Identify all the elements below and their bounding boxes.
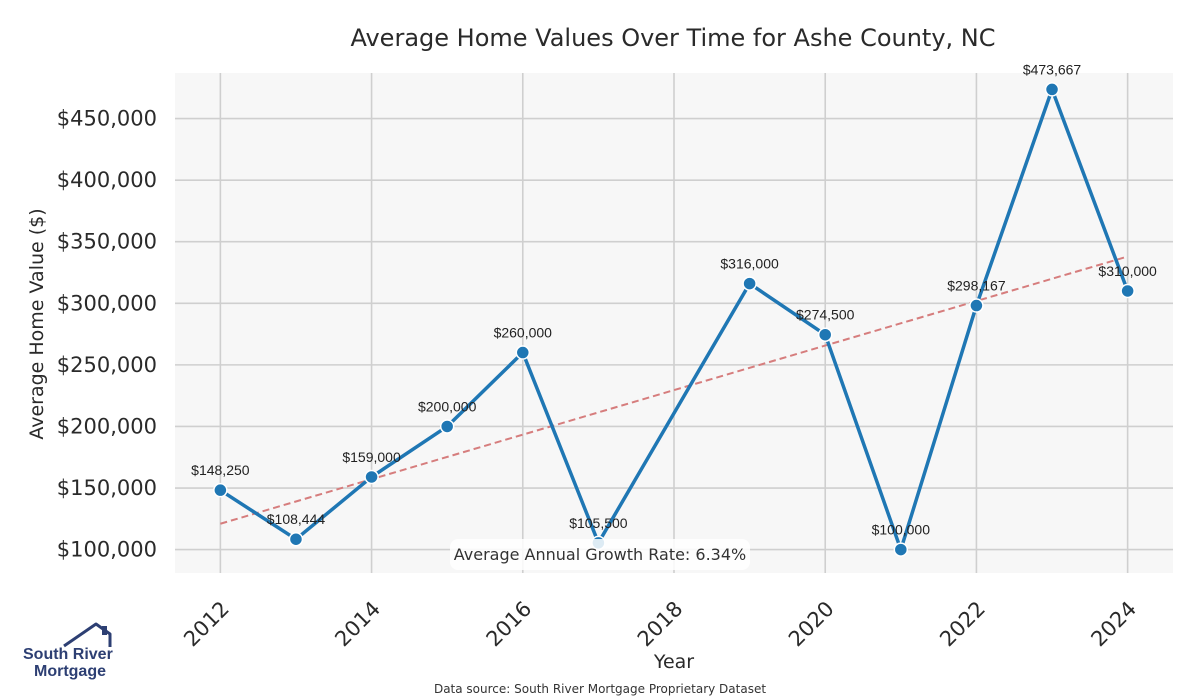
data-point bbox=[213, 482, 228, 498]
x-tick-label: 2022 bbox=[935, 597, 990, 652]
x-tick-label: 2012 bbox=[179, 597, 234, 652]
data-point bbox=[742, 276, 757, 291]
y-axis-label: Average Home Value ($) bbox=[26, 208, 48, 439]
data-label: $200,000 bbox=[418, 398, 477, 414]
x-axis-ticks: 2012 2014 2016 2018 2020 2022 2024 bbox=[179, 597, 1141, 652]
data-point bbox=[1044, 82, 1060, 97]
data-point bbox=[969, 298, 984, 313]
data-label: $148,250 bbox=[191, 462, 250, 478]
data-point bbox=[817, 327, 833, 342]
y-tick-label: $150,000 bbox=[57, 476, 157, 500]
grid bbox=[175, 73, 1173, 573]
data-label: $260,000 bbox=[494, 325, 553, 341]
x-tick-label: 2016 bbox=[482, 597, 537, 652]
data-source: Data source: South River Mortgage Propri… bbox=[434, 682, 766, 696]
data-label: $159,000 bbox=[342, 449, 401, 465]
series-line bbox=[219, 87, 1130, 552]
x-axis-label: Year bbox=[653, 651, 694, 673]
y-tick-label: $300,000 bbox=[57, 291, 157, 315]
data-label: $310,000 bbox=[1098, 263, 1157, 279]
x-tick-label: 2014 bbox=[330, 597, 385, 652]
chart-title: Average Home Values Over Time for Ashe C… bbox=[350, 24, 995, 52]
data-label: $100,000 bbox=[872, 522, 931, 538]
x-tick-label: 2020 bbox=[784, 597, 839, 652]
y-tick-label: $200,000 bbox=[57, 414, 157, 438]
y-tick-label: $100,000 bbox=[57, 538, 157, 562]
data-point bbox=[288, 531, 304, 547]
y-axis-ticks: $100,000 $150,000 $200,000 $250,000 $300,000… bbox=[57, 107, 157, 562]
data-label: $298,167 bbox=[947, 278, 1006, 294]
data-label: $473,667 bbox=[1023, 61, 1082, 77]
data-labels: $148,250 $108,444 $159,000 $200,000 $260,000… bbox=[191, 61, 1157, 537]
data-point bbox=[515, 345, 531, 360]
x-tick-label: 2018 bbox=[633, 597, 688, 652]
logo-text-line2: Mortgage bbox=[34, 663, 106, 680]
data-point bbox=[364, 469, 379, 485]
series-polyline bbox=[219, 87, 1130, 552]
data-point bbox=[439, 419, 455, 434]
y-tick-label: $250,000 bbox=[57, 353, 157, 377]
x-tick-label: 2024 bbox=[1086, 597, 1141, 652]
data-point bbox=[1120, 283, 1135, 299]
growth-rate-text: Average Annual Growth Rate: 6.34% bbox=[454, 545, 746, 564]
y-tick-label: $450,000 bbox=[57, 107, 157, 131]
y-tick-label: $400,000 bbox=[57, 168, 157, 192]
data-label: $105,500 bbox=[569, 515, 628, 531]
data-points bbox=[213, 82, 1135, 557]
data-label: $316,000 bbox=[720, 256, 779, 272]
growth-annotation: Average Annual Growth Rate: 6.34% bbox=[450, 539, 750, 570]
y-tick-label: $350,000 bbox=[57, 230, 157, 254]
company-logo: South River Mortgage bbox=[23, 622, 113, 680]
data-point bbox=[893, 542, 909, 557]
data-label: $274,500 bbox=[796, 307, 855, 323]
data-label: $108,444 bbox=[267, 511, 326, 527]
logo-text-line1: South River bbox=[23, 646, 113, 663]
